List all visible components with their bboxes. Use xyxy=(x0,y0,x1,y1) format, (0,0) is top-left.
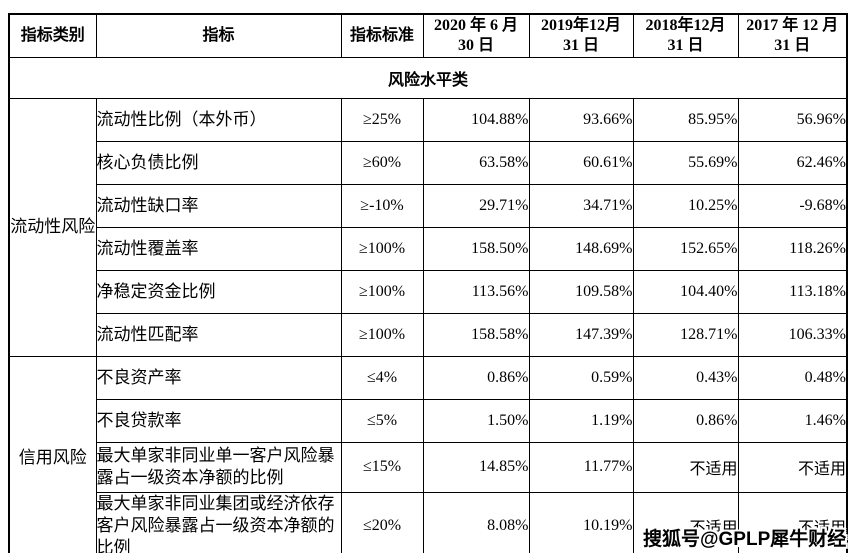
date-line-1: 2019年12月 xyxy=(540,16,621,34)
indicator-label: 核心负债比例 xyxy=(95,140,342,185)
value-2019: 0.59% xyxy=(528,355,634,400)
header-indicator-category: 指标类别 xyxy=(8,13,97,58)
table-row: 最大单家非同业集团或经济依存客户风险暴露占一级资本净额的比例 ≤20% 8.08… xyxy=(9,491,848,553)
value-2019: 10.19% xyxy=(528,491,634,553)
value-2020: 113.56% xyxy=(422,269,530,314)
value-2017: 不适用 xyxy=(737,441,848,493)
table-row: 流动性匹配率 ≥100% 158.58% 147.39% 128.71% 106… xyxy=(9,312,848,357)
date-line-1: 2020 年 6 月 xyxy=(433,16,518,34)
value-2017: 118.26% xyxy=(737,226,848,271)
standard-value: ≤15% xyxy=(340,441,424,493)
date-line-2: 31 日 xyxy=(667,36,704,54)
indicator-label: 最大单家非同业单一客户风险暴露占一级资本净额的比例 xyxy=(95,441,342,493)
table-row: 流动性覆盖率 ≥100% 158.50% 148.69% 152.65% 118… xyxy=(9,226,848,271)
value-2019: 34.71% xyxy=(528,183,634,228)
standard-value: ≥25% xyxy=(340,97,424,142)
table-row: 流动性缺口率 ≥-10% 29.71% 34.71% 10.25% -9.68% xyxy=(9,183,848,228)
header-indicator-standard: 指标标准 xyxy=(340,13,424,58)
table-header-row: 指标类别 指标 指标标准 2020 年 6 月 30 日 2019年12月 31… xyxy=(8,13,848,58)
date-line-2: 31 日 xyxy=(774,36,811,54)
section-title-risk-level: 风险水平类 xyxy=(8,56,848,99)
value-2017: 113.18% xyxy=(737,269,848,314)
category-credit-risk: 信用风险 xyxy=(8,355,97,553)
value-2019: 93.66% xyxy=(528,97,634,142)
date-line-1: 2018年12月 xyxy=(645,16,726,34)
value-2018: 10.25% xyxy=(632,183,739,228)
watermark: 搜狐号@GPLP犀牛财经 xyxy=(643,529,847,550)
table-row: 流动性风险 流动性比例（本外币） ≥25% 104.88% 93.66% 85.… xyxy=(8,97,848,357)
value-2018: 128.71% xyxy=(632,312,739,357)
value-2020: 63.58% xyxy=(422,140,530,185)
date-line-2: 31 日 xyxy=(562,36,599,54)
value-2019: 11.77% xyxy=(528,441,634,493)
table-row: 最大单家非同业单一客户风险暴露占一级资本净额的比例 ≤15% 14.85% 11… xyxy=(9,441,848,493)
value-2020: 104.88% xyxy=(422,97,530,142)
standard-value: ≥100% xyxy=(340,269,424,314)
value-2019: 147.39% xyxy=(528,312,634,357)
value-2018: 104.40% xyxy=(632,269,739,314)
table-row: 核心负债比例 ≥60% 63.58% 60.61% 55.69% 62.46% xyxy=(9,140,848,185)
value-2020: 8.08% xyxy=(422,491,530,553)
risk-indicators-table: 指标类别 指标 指标标准 2020 年 6 月 30 日 2019年12月 31… xyxy=(8,13,848,553)
value-2017: 106.33% xyxy=(737,312,848,357)
table-row: 不良贷款率 ≤5% 1.50% 1.19% 0.86% 1.46% xyxy=(9,398,848,443)
standard-value: ≤4% xyxy=(340,355,424,400)
header-indicator: 指标 xyxy=(95,13,342,58)
value-2017: 不适用 xyxy=(737,491,848,553)
value-2018: 152.65% xyxy=(632,226,739,271)
value-2019: 109.58% xyxy=(528,269,634,314)
indicator-label: 不良资产率 xyxy=(95,355,342,400)
indicator-label: 流动性覆盖率 xyxy=(95,226,342,271)
value-2018: 0.86% xyxy=(632,398,739,443)
indicator-label: 流动性比例（本外币） xyxy=(95,97,342,142)
standard-value: ≥100% xyxy=(340,226,424,271)
header-date-2020-06-30: 2020 年 6 月 30 日 xyxy=(422,13,530,58)
value-2019: 1.19% xyxy=(528,398,634,443)
value-2020: 1.50% xyxy=(422,398,530,443)
header-date-2017-12-31: 2017 年 12 月 31 日 xyxy=(737,13,848,58)
indicator-label: 流动性缺口率 xyxy=(95,183,342,228)
value-2018: 不适用 xyxy=(632,441,739,493)
value-2017: 1.46% xyxy=(737,398,848,443)
table-row: 信用风险 不良资产率 ≤4% 0.86% 0.59% 0.43% 0.48% xyxy=(8,355,848,553)
indicator-label: 不良贷款率 xyxy=(95,398,342,443)
date-line-1: 2017 年 12 月 xyxy=(746,16,839,34)
value-2018: 85.95% xyxy=(632,97,739,142)
category-liquidity-risk: 流动性风险 xyxy=(8,97,97,357)
value-2019: 148.69% xyxy=(528,226,634,271)
value-2018: 55.69% xyxy=(632,140,739,185)
table-row: 净稳定资金比例 ≥100% 113.56% 109.58% 104.40% 11… xyxy=(9,269,848,314)
value-2017: -9.68% xyxy=(737,183,848,228)
standard-value: ≥-10% xyxy=(340,183,424,228)
value-2018: 0.43% xyxy=(632,355,739,400)
standard-value: ≤5% xyxy=(340,398,424,443)
value-2017: 62.46% xyxy=(737,140,848,185)
value-2020: 29.71% xyxy=(422,183,530,228)
date-line-2: 30 日 xyxy=(457,36,494,54)
indicator-label: 流动性匹配率 xyxy=(95,312,342,357)
value-2018: 不适用 xyxy=(632,491,739,553)
value-2020: 0.86% xyxy=(422,355,530,400)
risk-indicators-table-container: 指标类别 指标 指标标准 2020 年 6 月 30 日 2019年12月 31… xyxy=(8,13,848,553)
value-2017: 0.48% xyxy=(737,355,848,400)
header-date-2018-12-31: 2018年12月 31 日 xyxy=(632,13,739,58)
indicator-label: 净稳定资金比例 xyxy=(95,269,342,314)
value-2020: 14.85% xyxy=(422,441,530,493)
value-2020: 158.50% xyxy=(422,226,530,271)
header-date-2019-12-31: 2019年12月 31 日 xyxy=(528,13,634,58)
standard-value: ≥100% xyxy=(340,312,424,357)
value-2019: 60.61% xyxy=(528,140,634,185)
section-row: 风险水平类 xyxy=(8,56,848,99)
indicator-label: 最大单家非同业集团或经济依存客户风险暴露占一级资本净额的比例 xyxy=(95,491,342,553)
standard-value: ≤20% xyxy=(340,491,424,553)
value-2020: 158.58% xyxy=(422,312,530,357)
value-2017: 56.96% xyxy=(737,97,848,142)
standard-value: ≥60% xyxy=(340,140,424,185)
